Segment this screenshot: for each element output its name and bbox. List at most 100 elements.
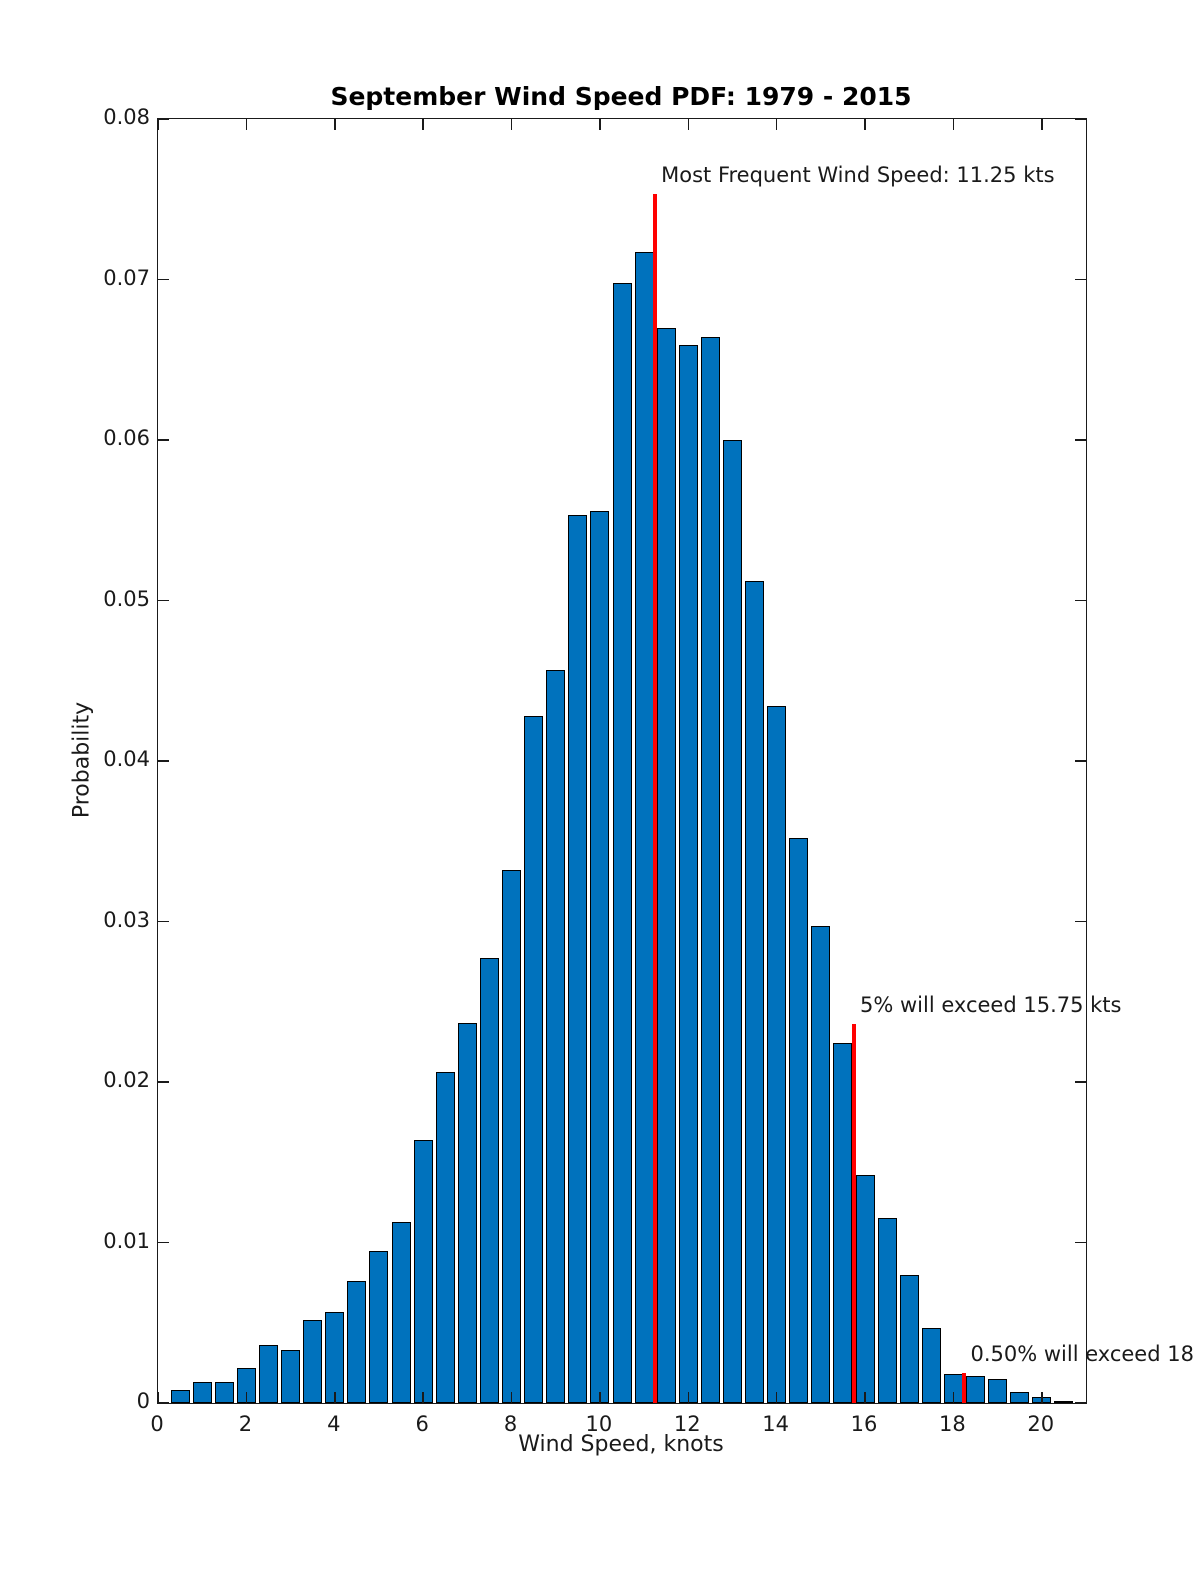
y-tick-mark — [1075, 599, 1086, 602]
x-tick-label: 16 — [850, 1412, 878, 1436]
x-tick-label: 18 — [939, 1412, 966, 1436]
marker-line — [852, 1024, 856, 1403]
x-tick-label: 4 — [327, 1412, 341, 1436]
histogram-bar — [722, 440, 742, 1403]
histogram-bar — [435, 1072, 455, 1403]
y-tick-mark — [158, 278, 169, 281]
x-tick-mark — [687, 119, 690, 130]
histogram-bar — [656, 327, 676, 1403]
y-tick-mark — [1075, 1402, 1086, 1404]
histogram-bar — [170, 1390, 190, 1403]
marker-label: Most Frequent Wind Speed: 11.25 kts — [661, 163, 1055, 188]
histogram-bar — [347, 1281, 367, 1403]
y-tick-mark — [1075, 278, 1086, 281]
x-tick-mark — [245, 119, 248, 130]
y-tick-mark — [158, 920, 169, 923]
x-tick-mark — [1041, 119, 1043, 130]
histogram-bar — [612, 282, 632, 1403]
y-tick-label: 0.01 — [103, 1228, 150, 1253]
histogram-bar — [789, 838, 809, 1403]
histogram-bar — [877, 1218, 897, 1403]
y-tick-mark — [1075, 1081, 1086, 1083]
histogram-bar — [966, 1375, 986, 1403]
x-tick-label: 14 — [762, 1412, 790, 1436]
histogram-bar — [700, 337, 720, 1403]
x-tick-label: 8 — [503, 1412, 518, 1436]
histogram-bar — [590, 510, 610, 1403]
x-tick-mark — [245, 1392, 248, 1403]
x-tick-label: 10 — [585, 1412, 613, 1436]
histogram-bar — [502, 870, 522, 1403]
y-tick-label: 0.06 — [103, 426, 150, 450]
histogram-bar — [1054, 1401, 1074, 1404]
histogram-bar — [678, 345, 698, 1403]
histogram-bar — [192, 1382, 212, 1403]
y-tick-label: 0.08 — [103, 105, 150, 129]
histogram-bar — [303, 1319, 323, 1403]
x-tick-label: 12 — [673, 1412, 701, 1436]
y-tick-mark — [1075, 920, 1086, 923]
y-tick-label: 0.02 — [103, 1068, 150, 1092]
histogram-bar — [325, 1311, 345, 1403]
y-tick-mark — [158, 760, 169, 762]
marker-label: 5% will exceed 15.75 kts — [860, 993, 1122, 1018]
x-tick-label: 0 — [150, 1412, 164, 1436]
histogram-bar — [811, 926, 831, 1403]
x-tick-mark — [334, 1392, 336, 1403]
x-tick-mark — [864, 1392, 866, 1403]
histogram-bar — [391, 1221, 411, 1403]
x-tick-mark — [157, 1392, 159, 1403]
x-tick-mark — [599, 1392, 601, 1403]
chart-title: September Wind Speed PDF: 1979 - 2015 — [330, 82, 912, 111]
marker-line — [653, 194, 658, 1403]
x-tick-mark — [952, 1392, 955, 1403]
histogram-bar — [369, 1250, 389, 1403]
y-tick-label: 0.03 — [103, 907, 150, 932]
y-tick-mark — [158, 1402, 169, 1404]
x-tick-mark — [775, 119, 778, 130]
y-tick-mark — [158, 599, 169, 602]
y-tick-label: 0.04 — [103, 747, 150, 771]
x-tick-mark — [510, 1392, 513, 1403]
y-tick-mark — [1075, 118, 1086, 120]
y-tick-mark — [158, 1081, 169, 1083]
x-tick-mark — [422, 1392, 424, 1403]
y-tick-mark — [1075, 439, 1086, 441]
x-tick-mark — [1041, 1392, 1043, 1403]
histogram-bar — [258, 1345, 278, 1403]
x-tick-mark — [157, 119, 159, 130]
histogram-bar — [988, 1378, 1008, 1403]
histogram-bar — [1010, 1391, 1030, 1403]
x-tick-label: 20 — [1027, 1412, 1055, 1436]
x-tick-mark — [952, 119, 955, 130]
plot-area — [157, 118, 1087, 1404]
y-tick-label: 0.05 — [103, 586, 150, 611]
y-tick-mark — [1075, 1241, 1086, 1244]
y-tick-mark — [158, 118, 169, 120]
histogram-bar — [214, 1382, 234, 1403]
histogram-bar — [281, 1350, 301, 1403]
x-tick-mark — [510, 119, 513, 130]
histogram-bar — [546, 669, 566, 1403]
histogram-bar — [457, 1022, 477, 1403]
x-tick-label: 6 — [415, 1412, 429, 1436]
y-tick-mark — [158, 439, 169, 441]
y-tick-mark — [1075, 760, 1086, 762]
x-tick-mark — [334, 119, 336, 130]
histogram-bar — [479, 958, 499, 1403]
y-tick-label: 0.07 — [103, 265, 150, 290]
histogram-bar — [568, 515, 588, 1403]
histogram-bar — [745, 581, 765, 1403]
x-tick-mark — [864, 119, 866, 130]
x-tick-mark — [775, 1392, 778, 1403]
x-tick-mark — [422, 119, 424, 130]
histogram-bar — [833, 1043, 853, 1403]
x-tick-mark — [599, 119, 601, 130]
histogram-bar — [855, 1175, 875, 1403]
histogram-bar — [413, 1139, 433, 1403]
marker-line — [962, 1372, 967, 1403]
x-axis-label: Wind Speed, knots — [518, 1432, 724, 1457]
histogram-bar — [921, 1327, 941, 1403]
x-tick-mark — [687, 1392, 690, 1403]
